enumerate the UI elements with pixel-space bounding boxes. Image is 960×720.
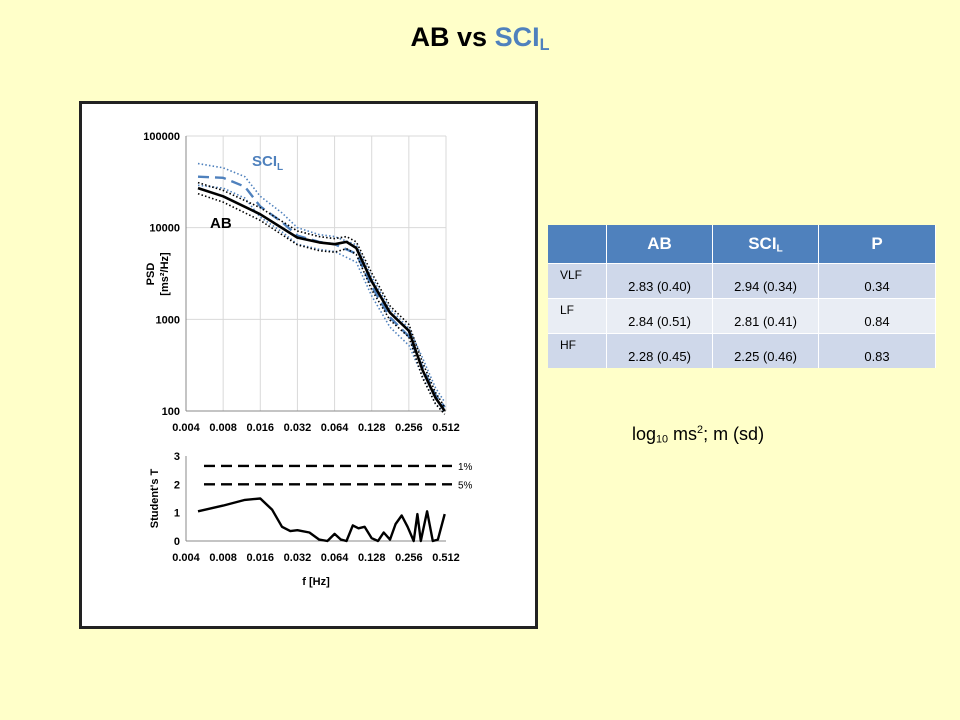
table-row: LF 2.84 (0.51) 2.81 (0.41) 0.84 (548, 298, 936, 333)
psd-series-line-ab-band-lower (197, 192, 446, 415)
cell-sci: 2.25 (0.46) (713, 333, 819, 368)
psd-y-label: PSD [ms²/Hz] (145, 252, 171, 296)
t-y-tick-label: 1 (174, 508, 180, 520)
psd-y-tick-label: 100 (162, 406, 180, 418)
header-sci: SCIL (713, 225, 819, 263)
cell-ab: 2.28 (0.45) (607, 333, 713, 368)
t-x-tick-label: 0.004 (172, 552, 200, 564)
title-ab: AB vs (410, 22, 495, 52)
psd-label-sci-sub: L (277, 162, 283, 173)
cell-p: 0.83 (819, 333, 936, 368)
psd-x-tick-label: 0.016 (247, 422, 275, 434)
row-label: HF (548, 333, 607, 368)
title-sci: SCIL (494, 22, 550, 55)
t-x-tick-label: 0.128 (358, 552, 386, 564)
psd-x-tick-label: 0.128 (358, 422, 386, 434)
t-y-label-text: Student's T (149, 468, 161, 528)
t-ref-label: 1% (458, 462, 473, 473)
t-x-tick-label: 0.064 (321, 552, 349, 564)
t-y-tick-label: 3 (174, 451, 180, 463)
units-note: log10 ms2; m (sd) (632, 424, 765, 446)
psd-series-line-ab (197, 186, 446, 412)
row-label: VLF (548, 263, 607, 298)
t-x-label: f [Hz] (302, 576, 330, 588)
cell-sci: 2.94 (0.34) (713, 263, 819, 298)
psd-y-label-line1: PSD (145, 263, 157, 286)
table-header-row: AB SCIL P (548, 225, 936, 263)
cell-sci: 2.81 (0.41) (713, 298, 819, 333)
t-series-line (197, 497, 446, 543)
slide-title: AB vs SCIL (0, 22, 960, 55)
stats-table: AB SCIL P VLF 2.83 (0.40) 2.94 (0.34) 0.… (548, 225, 936, 368)
psd-series-line-sci-l-band-lower (197, 184, 446, 414)
psd-x-tick-label: 0.032 (284, 422, 312, 434)
header-empty (548, 225, 607, 263)
psd-x-tick-label: 0.004 (172, 422, 200, 434)
psd-y-tick-label: 10000 (149, 223, 180, 235)
psd-x-tick-label: 0.008 (209, 422, 237, 434)
psd-x-tick-label: 0.256 (395, 422, 423, 434)
header-p: P (819, 225, 936, 263)
psd-y-label-line2: [ms²/Hz] (159, 252, 171, 296)
psd-series-line-ab-band-upper (197, 181, 446, 408)
psd-label-ab: AB (210, 215, 232, 232)
psd-x-tick-label: 0.064 (321, 422, 349, 434)
psd-series-line-sci-l (197, 175, 446, 408)
t-x-tick-label: 0.512 (432, 552, 460, 564)
t-ref-label: 5% (458, 480, 473, 491)
psd-label-sci: SCIL (252, 153, 283, 173)
row-label: LF (548, 298, 607, 333)
t-y-tick-label: 2 (174, 479, 180, 491)
psd-y-tick-label: 100000 (143, 131, 180, 143)
figure-panel: 0.004 0.008 0.016 0.032 0.064 0.128 0.256 0.512… (79, 101, 538, 629)
t-x-tick-label: 0.008 (209, 552, 237, 564)
cell-ab: 2.83 (0.40) (607, 263, 713, 298)
header-ab: AB (607, 225, 713, 263)
psd-x-tick-label: 0.512 (432, 422, 460, 434)
psd-series-line-sci-l-band-upper (197, 162, 446, 403)
t-y-tick-label: 0 (174, 536, 180, 548)
t-x-tick-label: 0.032 (284, 552, 312, 564)
cell-ab: 2.84 (0.51) (607, 298, 713, 333)
t-x-tick-label: 0.016 (247, 552, 275, 564)
psd-y-tick-label: 1000 (156, 314, 180, 326)
psd-and-t-charts: 0.004 0.008 0.016 0.032 0.064 0.128 0.256 0.512… (143, 131, 473, 588)
cell-p: 0.84 (819, 298, 936, 333)
t-x-tick-label: 0.256 (395, 552, 423, 564)
cell-p: 0.34 (819, 263, 936, 298)
t-y-label: Student's T (149, 468, 161, 528)
table-row: VLF 2.83 (0.40) 2.94 (0.34) 0.34 (548, 263, 936, 298)
table-row: HF 2.28 (0.45) 2.25 (0.46) 0.83 (548, 333, 936, 368)
